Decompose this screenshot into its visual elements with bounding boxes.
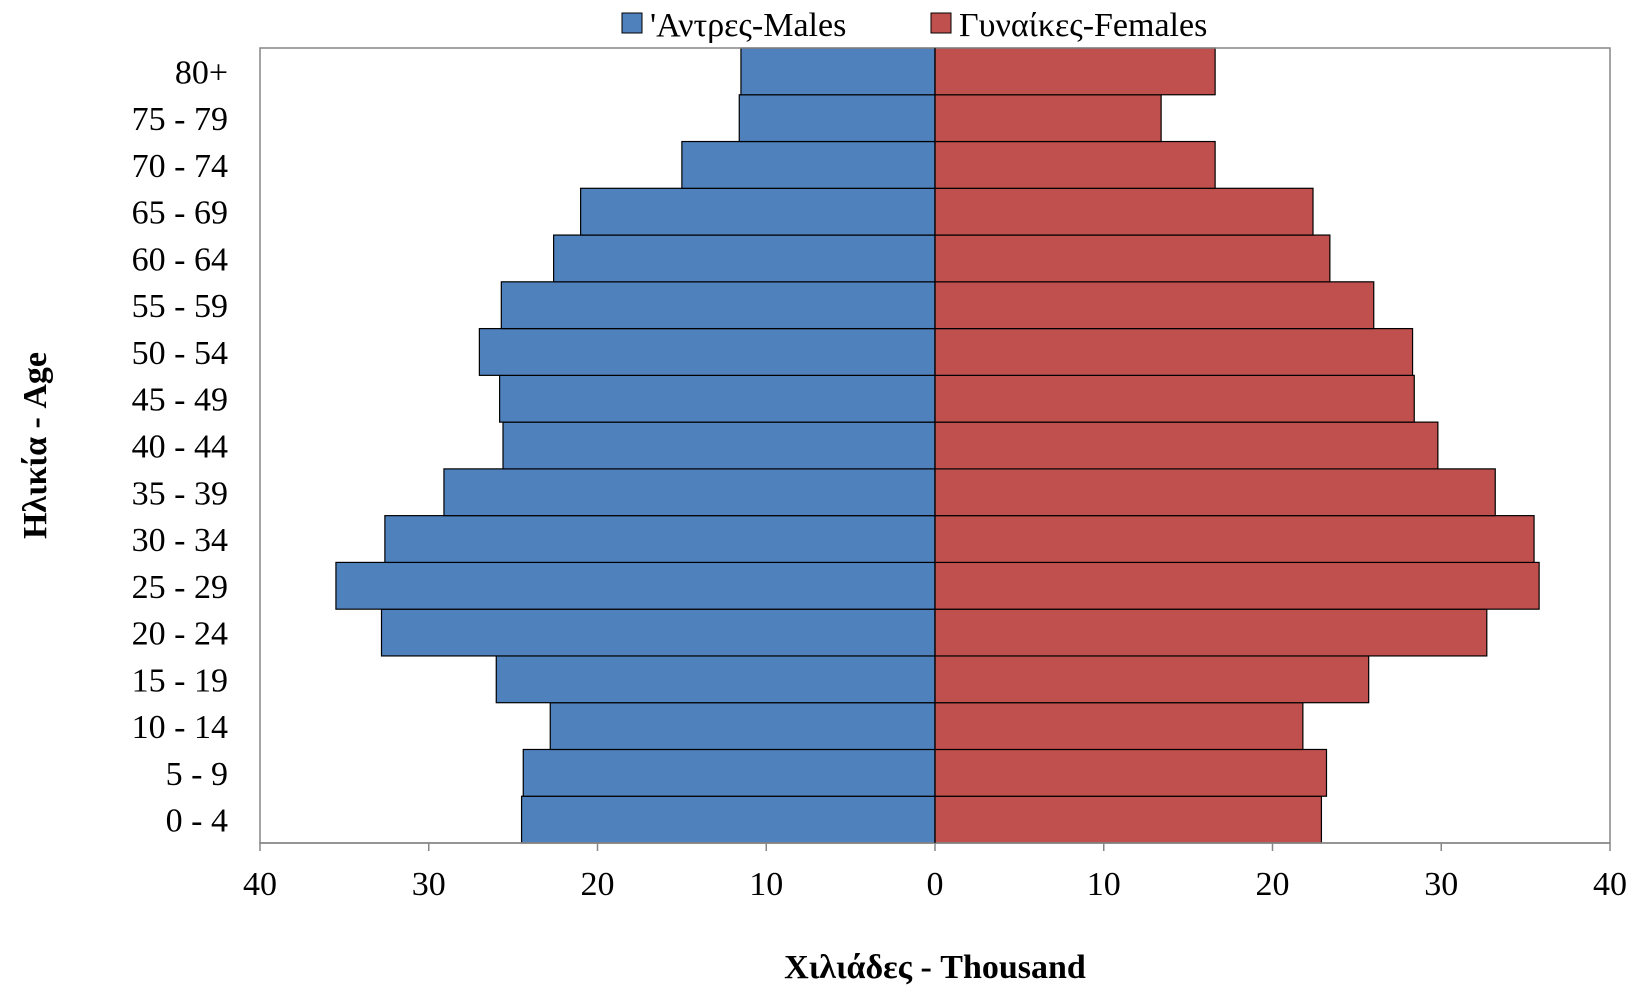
male-bar-15 — [738, 94, 936, 143]
x-tick-label: 0 — [927, 866, 944, 903]
x-tick-label: 20 — [1256, 866, 1290, 903]
y-tick-label: 25 - 29 — [132, 569, 228, 606]
female-bar-15 — [934, 94, 1162, 143]
x-tick-label: 30 — [1424, 866, 1458, 903]
legend-swatch-females — [930, 12, 952, 34]
y-tick-label: 40 - 44 — [132, 429, 228, 466]
male-bar-12 — [553, 234, 936, 283]
female-bar-10 — [934, 327, 1414, 376]
y-tick-label: 15 - 19 — [132, 662, 228, 699]
male-bar-9 — [499, 374, 936, 423]
y-tick-label: 65 - 69 — [132, 195, 228, 232]
male-bar-1 — [522, 748, 936, 797]
male-bar-8 — [502, 421, 936, 470]
x-tick-label: 40 — [243, 866, 277, 903]
female-bar-14 — [934, 140, 1216, 189]
female-bar-11 — [934, 281, 1375, 330]
y-tick-label: 0 - 4 — [166, 803, 228, 840]
male-bar-16 — [740, 47, 936, 96]
legend-label-males: 'Αντρες-Males — [650, 7, 846, 44]
y-tick-label: 5 - 9 — [166, 756, 228, 793]
y-tick-label: 35 - 39 — [132, 475, 228, 512]
x-tick-label: 30 — [412, 866, 446, 903]
x-axis-title: Χιλιάδες - Thousand — [784, 949, 1086, 986]
female-bar-4 — [934, 608, 1488, 657]
male-bar-10 — [478, 327, 936, 376]
y-tick-label: 50 - 54 — [132, 335, 228, 372]
female-bar-0 — [934, 795, 1323, 844]
female-bar-5 — [934, 561, 1540, 610]
male-bar-11 — [500, 281, 936, 330]
male-bar-2 — [549, 702, 936, 751]
male-bar-6 — [384, 515, 936, 564]
y-tick-label: 30 - 34 — [132, 522, 228, 559]
male-bar-0 — [520, 795, 936, 844]
y-tick-label: 70 - 74 — [132, 148, 228, 185]
female-bar-7 — [934, 468, 1496, 517]
legend-label-females: Γυναίκες-Females — [959, 7, 1207, 44]
female-bar-3 — [934, 655, 1370, 704]
bars — [335, 47, 1540, 844]
legend-swatch-males — [621, 12, 643, 34]
y-tick-label: 80+ — [175, 54, 228, 91]
female-bar-2 — [934, 702, 1304, 751]
y-tick-label: 20 - 24 — [132, 616, 228, 653]
female-bar-6 — [934, 515, 1535, 564]
female-bar-9 — [934, 374, 1415, 423]
male-bar-13 — [580, 187, 936, 236]
y-tick-label: 75 - 79 — [132, 101, 228, 138]
male-bar-5 — [335, 561, 936, 610]
x-tick-label: 40 — [1593, 866, 1627, 903]
y-axis-title: Ηλικία - Age — [17, 352, 54, 539]
x-tick-label: 20 — [581, 866, 615, 903]
y-tick-label: 60 - 64 — [132, 241, 228, 278]
y-tick-label: 55 - 59 — [132, 288, 228, 325]
male-bar-7 — [443, 468, 936, 517]
female-bar-12 — [934, 234, 1331, 283]
y-tick-label: 10 - 14 — [132, 709, 228, 746]
x-tick-label: 10 — [1087, 866, 1121, 903]
female-bar-8 — [934, 421, 1439, 470]
male-bar-3 — [495, 655, 936, 704]
female-bar-1 — [934, 748, 1328, 797]
male-bar-14 — [681, 140, 936, 189]
female-bar-16 — [934, 47, 1216, 96]
axes: 40 30 20 10 0 10 20 30 40 0 - 4 5 - 9 10 - 14 15 - 1… — [132, 47, 1627, 903]
male-bar-4 — [380, 608, 936, 657]
female-bar-13 — [934, 187, 1314, 236]
legend: 'Αντρες-Males Γυναίκες-Females — [621, 7, 1207, 44]
x-tick-label: 10 — [749, 866, 783, 903]
y-tick-label: 45 - 49 — [132, 382, 228, 419]
